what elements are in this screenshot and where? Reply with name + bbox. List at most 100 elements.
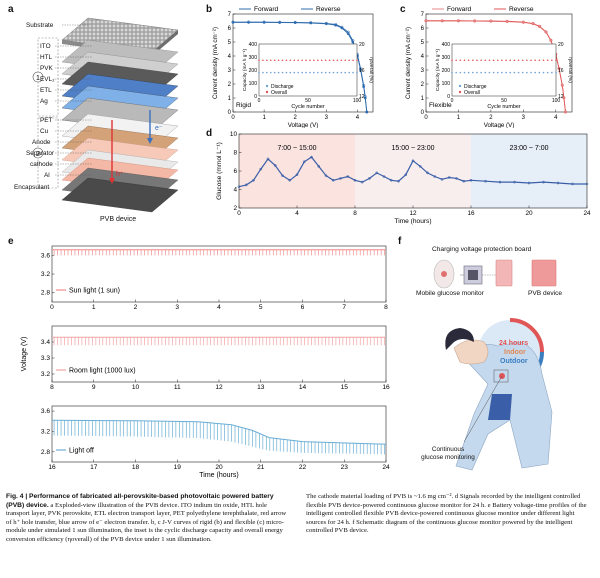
legend-label: Light off bbox=[69, 447, 94, 454]
inset-overall-point bbox=[269, 59, 272, 62]
glucose-point bbox=[346, 175, 350, 178]
glucose-point bbox=[447, 176, 451, 179]
inset-discharge-point bbox=[551, 71, 553, 74]
panel-letter-d: d bbox=[206, 128, 213, 139]
layer-stack-2 bbox=[61, 113, 179, 213]
inset-overall-point bbox=[301, 59, 303, 62]
x-tick-label: 12 bbox=[409, 210, 417, 217]
x-tick-label: 15 bbox=[341, 384, 349, 391]
x-tick-label: 14 bbox=[299, 384, 307, 391]
y-tick-label: 3 bbox=[228, 68, 232, 74]
label-ag: Ag bbox=[40, 98, 48, 105]
inset-discharge-point bbox=[472, 71, 474, 74]
glucose-point bbox=[585, 182, 589, 186]
y-tick-label: 1 bbox=[228, 96, 232, 102]
y-tick-label: 4 bbox=[421, 54, 425, 60]
inset-legend-discharge-swatch bbox=[458, 84, 462, 88]
inset-discharge-point bbox=[509, 71, 512, 74]
inset-discharge-point bbox=[293, 71, 296, 74]
y-tick-label: 3.3 bbox=[41, 355, 50, 362]
inset-discharge-point bbox=[484, 71, 487, 74]
x-tick-label: 16 bbox=[467, 210, 475, 217]
x-tick-label: 4 bbox=[295, 210, 299, 217]
x-tick-label: 8 bbox=[50, 384, 54, 391]
reverse-point bbox=[293, 20, 297, 24]
inset-discharge-point bbox=[328, 71, 331, 74]
legend-forward-label: Forward bbox=[447, 6, 472, 13]
hole-label: h⁺ bbox=[116, 171, 124, 178]
y-tick-label: 0 bbox=[421, 110, 425, 116]
reverse-point bbox=[440, 19, 444, 23]
glucose-point bbox=[484, 179, 487, 183]
x-tick-label: 1 bbox=[92, 304, 96, 311]
inset-overall-point bbox=[340, 59, 343, 62]
label-monitor: Mobile glucose monitor bbox=[416, 290, 484, 297]
reverse-point bbox=[560, 83, 564, 87]
inset-frame bbox=[451, 43, 557, 97]
period-label: 15:00 ~ 23:00 bbox=[391, 145, 434, 152]
inset-legend-discharge-label: Discharge bbox=[271, 84, 294, 90]
inset-overall-point bbox=[285, 59, 288, 62]
inset-overall-point bbox=[320, 59, 323, 62]
glucose-point bbox=[418, 165, 422, 168]
glucose-monitor-schematic bbox=[433, 259, 557, 471]
reverse-point bbox=[346, 30, 350, 34]
inset-overall-point bbox=[472, 59, 474, 62]
y-tick-label: 3 bbox=[421, 68, 425, 74]
reverse-point bbox=[309, 21, 313, 25]
label-pvb-device: PVB device bbox=[100, 216, 137, 223]
glucose-point bbox=[368, 177, 371, 180]
y-tick-label: 6 bbox=[228, 26, 232, 32]
label-24-hours: 24 hours bbox=[499, 340, 529, 347]
inset-discharge-point bbox=[492, 71, 495, 74]
inset-overall-point bbox=[542, 59, 545, 62]
inset-overall-point bbox=[344, 59, 347, 62]
panel-letter-b: b bbox=[206, 4, 213, 15]
glucose-point bbox=[259, 167, 263, 171]
panel-letter-c: c bbox=[400, 4, 406, 15]
inset-discharge-point bbox=[526, 71, 528, 74]
x-tick-label: 8 bbox=[353, 210, 357, 217]
glucose-point bbox=[404, 173, 408, 177]
pvb-device-pouch bbox=[495, 259, 513, 287]
inset-y2-label: ηoverall (%) bbox=[368, 57, 374, 83]
panel-letter-f: f bbox=[398, 236, 402, 247]
reverse-point bbox=[340, 25, 344, 29]
inset-y-tick-label: 200 bbox=[442, 68, 451, 74]
reverse-point bbox=[456, 19, 460, 23]
reverse-point bbox=[278, 20, 282, 24]
inset-discharge-point bbox=[340, 71, 343, 74]
reverse-point bbox=[359, 67, 363, 71]
x-tick-label: 2 bbox=[489, 115, 493, 121]
inset-discharge-point bbox=[513, 71, 516, 74]
inset-y-tick-label: 100 bbox=[442, 81, 451, 87]
x-tick-label: 19 bbox=[174, 464, 182, 471]
x-tick-label: 3 bbox=[175, 304, 179, 311]
inset-discharge-point bbox=[505, 71, 507, 74]
glucose-point bbox=[375, 171, 379, 175]
reverse-point bbox=[262, 20, 266, 24]
x-tick-label: 1 bbox=[262, 115, 266, 121]
glucose-series-line bbox=[238, 156, 587, 188]
reverse-point bbox=[247, 20, 251, 24]
x-tick-label: 18 bbox=[132, 464, 140, 471]
x-tick-label: 5 bbox=[259, 304, 263, 311]
reverse-point bbox=[521, 20, 525, 24]
inset-overall-point bbox=[332, 59, 335, 62]
x-axis-label: Voltage (V) bbox=[484, 122, 515, 128]
inset-legend-discharge-label: Discharge bbox=[464, 84, 487, 90]
inset-discharge-point bbox=[301, 71, 303, 74]
y-axis-label: Current density (mA cm⁻²) bbox=[405, 27, 412, 99]
inset-overall-point bbox=[534, 59, 536, 62]
inset-y-tick-label: 0 bbox=[447, 94, 450, 100]
x-tick-label: 20 bbox=[525, 210, 533, 217]
x-tick-label: 8 bbox=[384, 304, 388, 311]
inset-legend-overall-swatch bbox=[265, 90, 269, 94]
inset-discharge-point bbox=[297, 71, 299, 74]
inset-discharge-point bbox=[277, 71, 280, 74]
inset-frame bbox=[258, 43, 358, 97]
y-tick-label: 1 bbox=[421, 96, 425, 102]
period-label: 7:00 ~ 15:00 bbox=[277, 145, 316, 152]
inset-overall-point bbox=[530, 59, 532, 62]
